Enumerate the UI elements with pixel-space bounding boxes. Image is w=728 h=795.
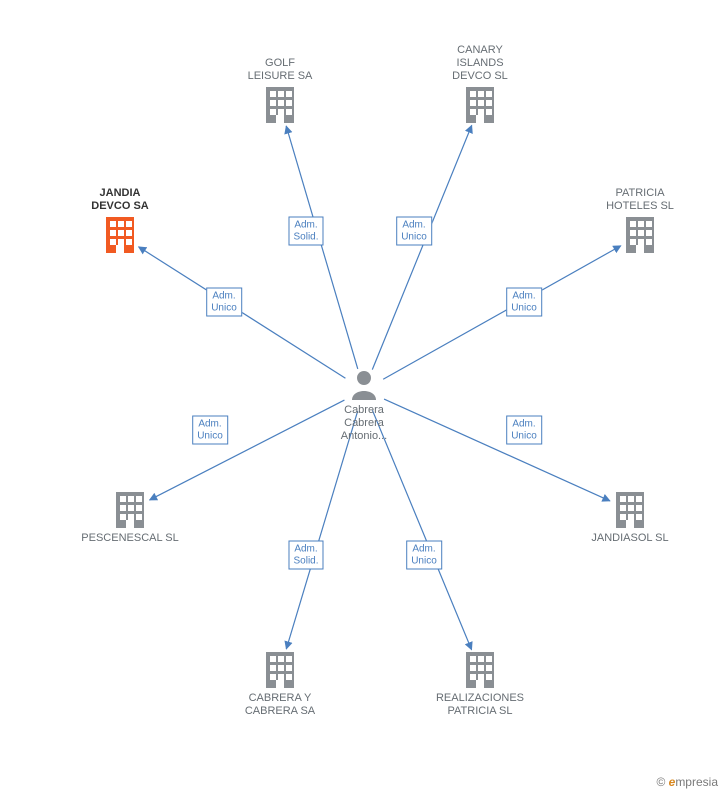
building-icon[interactable] (266, 87, 294, 123)
edge-line (384, 399, 610, 501)
edge-line (150, 400, 345, 500)
edge-line (372, 410, 471, 649)
building-icon[interactable] (626, 217, 654, 253)
edge-line (139, 247, 346, 378)
building-icon[interactable] (106, 217, 134, 253)
copyright: © empresia (656, 775, 718, 789)
edge-line (372, 125, 471, 369)
network-canvas (0, 0, 728, 795)
building-icon[interactable] (616, 492, 644, 528)
building-icon[interactable] (266, 652, 294, 688)
edge-line (286, 126, 358, 369)
edge-line (286, 411, 357, 649)
copyright-symbol: © (656, 775, 665, 789)
person-icon[interactable] (352, 371, 376, 400)
building-icon[interactable] (466, 87, 494, 123)
building-icon[interactable] (116, 492, 144, 528)
brand-rest: mpresia (675, 775, 718, 789)
building-icon[interactable] (466, 652, 494, 688)
edge-line (383, 246, 621, 379)
